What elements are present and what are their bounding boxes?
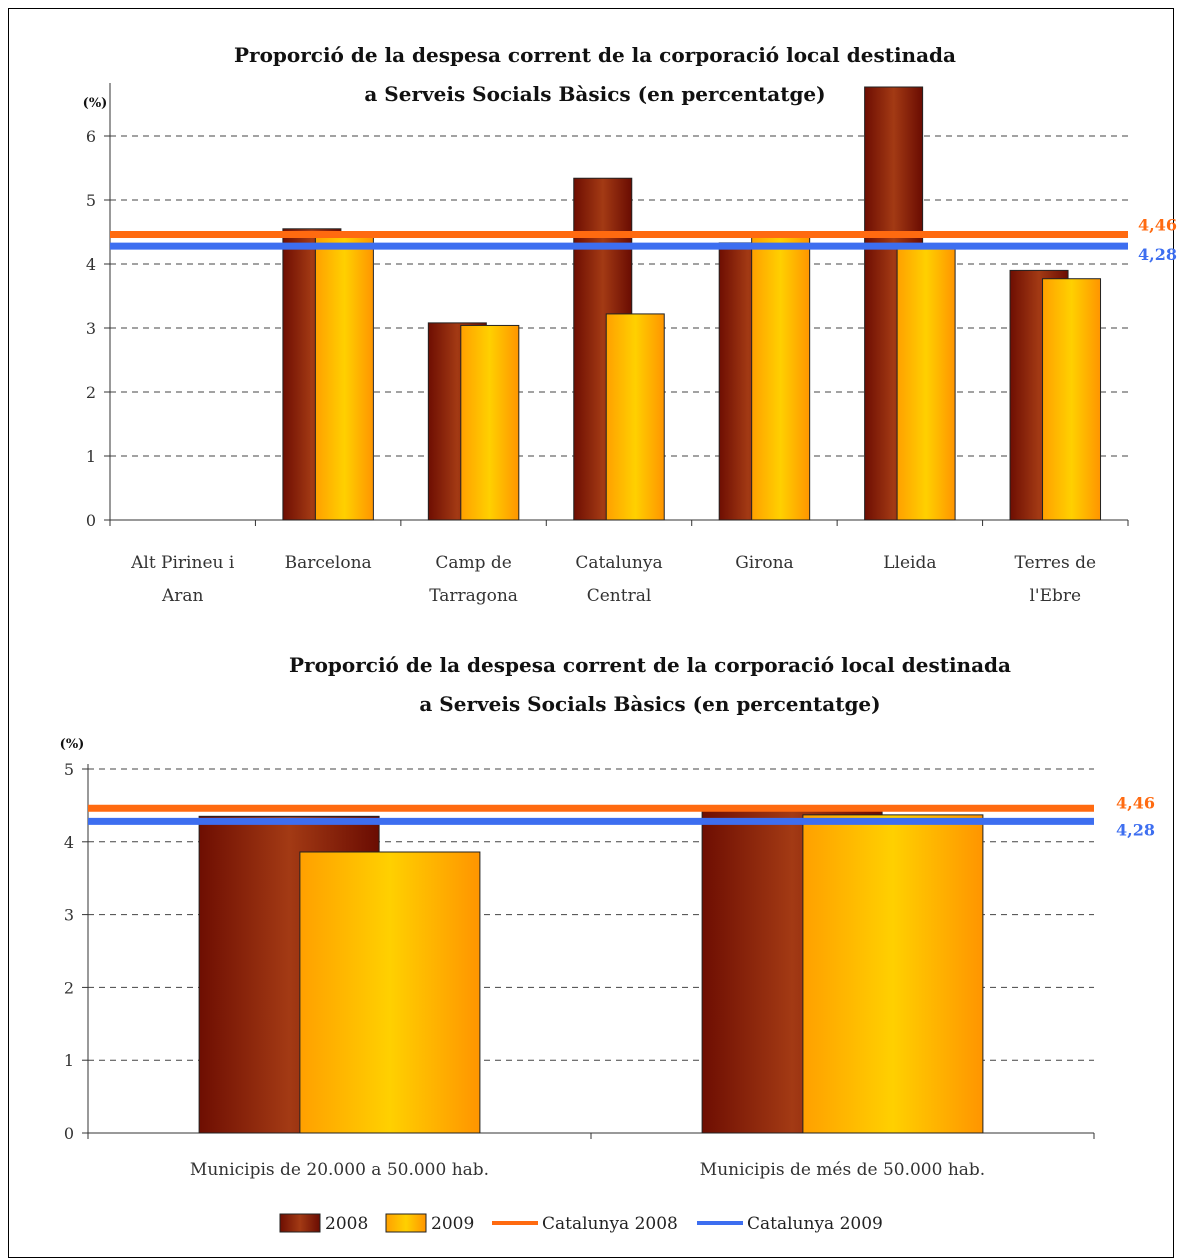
reference-line-label: 4,46 xyxy=(1138,216,1177,235)
bar-2009 xyxy=(802,814,984,1134)
y-tick-label: 2 xyxy=(86,383,96,402)
y-tick-label: 6 xyxy=(86,127,96,146)
x-category-label: Municipis de 20.000 a 50.000 hab. xyxy=(190,1160,489,1180)
x-category-label: Camp de xyxy=(435,553,512,573)
reference-line-label: 4,28 xyxy=(1138,245,1177,264)
x-category-label: Lleida xyxy=(883,553,936,573)
bar-2009 xyxy=(1042,278,1102,521)
chart-title-line: a Serveis Socials Bàsics (en percentatge… xyxy=(419,692,880,716)
y-unit-label: (%) xyxy=(83,96,108,111)
bar-2009 xyxy=(314,234,374,521)
x-category-label: Alt Pirineu i xyxy=(130,553,235,573)
y-tick-label: 4 xyxy=(86,255,96,274)
x-category-label: Central xyxy=(587,586,652,606)
y-unit-label: (%) xyxy=(60,737,85,752)
y-tick-label: 4 xyxy=(64,833,74,852)
x-category-label: l'Ebre xyxy=(1029,586,1081,606)
x-category-label: Municipis de més de 50.000 hab. xyxy=(700,1160,985,1180)
x-category-label: Girona xyxy=(735,553,793,573)
chart-title-line: Proporció de la despesa corrent de la co… xyxy=(234,43,956,67)
chart-title-line: a Serveis Socials Bàsics (en percentatge… xyxy=(364,82,825,106)
bar-2009 xyxy=(751,232,811,521)
y-tick-label: 1 xyxy=(64,1051,74,1070)
y-tick-label: 5 xyxy=(86,191,96,210)
y-tick-label: 3 xyxy=(86,319,96,338)
x-category-label: Tarragona xyxy=(429,586,518,606)
legend-label: Catalunya 2009 xyxy=(747,1214,883,1234)
bar-2009 xyxy=(460,324,520,521)
bar-2009 xyxy=(896,245,956,521)
y-tick-label: 1 xyxy=(86,447,96,466)
y-tick-label: 0 xyxy=(86,511,96,530)
reference-line-label: 4,28 xyxy=(1116,820,1155,839)
legend-label: 2009 xyxy=(431,1214,474,1234)
legend-label: 2008 xyxy=(325,1214,368,1234)
x-category-label: Catalunya xyxy=(575,553,662,573)
y-tick-label: 5 xyxy=(64,760,74,779)
reference-line-label: 4,46 xyxy=(1116,793,1155,812)
y-tick-label: 3 xyxy=(64,906,74,925)
x-category-label: Terres de xyxy=(1015,553,1096,573)
legend-swatch xyxy=(279,1213,321,1233)
x-category-label: Aran xyxy=(161,586,204,606)
chart-title-line: Proporció de la despesa corrent de la co… xyxy=(289,653,1011,677)
y-tick-label: 0 xyxy=(64,1124,74,1143)
y-tick-label: 2 xyxy=(64,978,74,997)
legend-swatch xyxy=(385,1213,427,1233)
bar-2009 xyxy=(299,851,481,1134)
legend-label: Catalunya 2008 xyxy=(542,1214,678,1234)
x-category-label: Barcelona xyxy=(285,553,372,573)
bar-2009 xyxy=(605,313,665,521)
